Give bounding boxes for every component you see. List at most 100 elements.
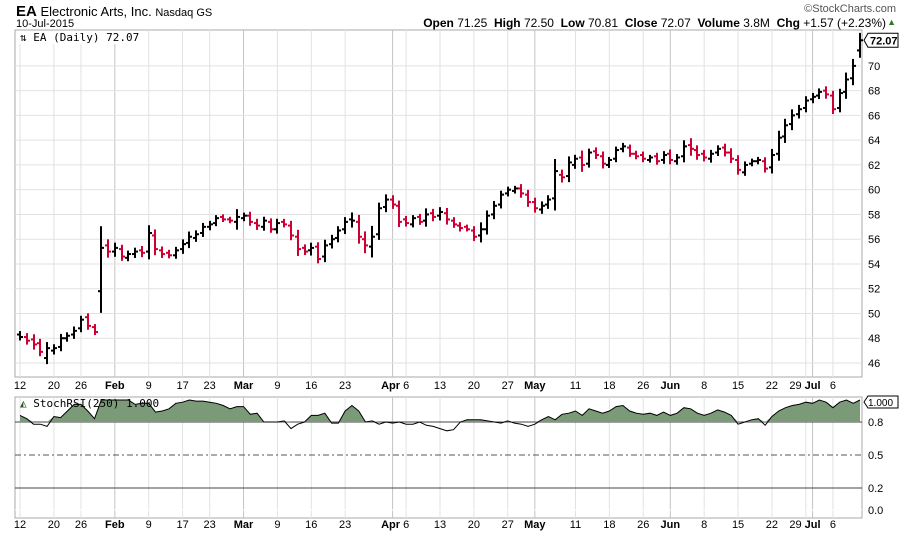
x-tick-label: 23 bbox=[339, 519, 351, 531]
x-tick-label: Jun bbox=[661, 380, 681, 392]
x-tick-label: 20 bbox=[48, 380, 60, 392]
ohlc-bar bbox=[159, 246, 165, 258]
x-tick-label: 23 bbox=[204, 380, 216, 392]
ohlc-bar bbox=[843, 72, 849, 99]
ohlc-bar bbox=[152, 229, 158, 256]
x-tick-label: 15 bbox=[732, 519, 744, 531]
x-tick-label: Feb bbox=[105, 380, 125, 392]
y-tick-label: 66 bbox=[868, 110, 880, 122]
ohlc-bar bbox=[715, 145, 721, 157]
ohlc-bar bbox=[295, 229, 301, 257]
rsi-tick-label: 0.2 bbox=[868, 483, 883, 495]
ohlc-bar bbox=[396, 200, 402, 228]
ohlc-bar bbox=[288, 220, 294, 241]
ohlc-bar bbox=[342, 217, 348, 235]
ohlc-bar bbox=[464, 224, 470, 232]
ohlc-bar bbox=[362, 231, 368, 254]
ohlc-bar bbox=[335, 226, 341, 243]
ohlc-bar bbox=[484, 210, 490, 235]
ohlc-bar bbox=[105, 239, 111, 258]
ohlc-bar bbox=[776, 130, 782, 161]
y-tick-label: 58 bbox=[868, 209, 880, 221]
y-tick-label: 62 bbox=[868, 160, 880, 172]
x-tick-label: 8 bbox=[701, 519, 707, 531]
chart-header-title: EA Electronic Arts, Inc. Nasdaq GS bbox=[16, 3, 212, 20]
ohlc-bar bbox=[234, 209, 240, 230]
ohlc-bar bbox=[132, 247, 138, 258]
ohlc-bar bbox=[274, 218, 280, 234]
x-tick-label: 12 bbox=[14, 380, 26, 392]
y-tick-label: 70 bbox=[868, 61, 880, 73]
y-tick-label: 64 bbox=[868, 135, 880, 147]
ohlc-bar bbox=[247, 211, 253, 226]
x-tick-label: Apr bbox=[381, 380, 401, 392]
x-tick-label: 16 bbox=[305, 380, 317, 392]
rsi-last-label: 1.000 bbox=[868, 398, 893, 409]
x-tick-label: 26 bbox=[637, 380, 649, 392]
x-tick-label: 20 bbox=[48, 519, 60, 531]
ohlc-bar bbox=[173, 246, 179, 259]
ohlc-bar bbox=[640, 151, 646, 163]
ohlc-bar bbox=[37, 338, 43, 357]
ohlc-bar bbox=[390, 195, 396, 209]
x-tick-label: Jun bbox=[661, 519, 681, 531]
ohlc-bar bbox=[782, 118, 788, 143]
x-tick-label: 23 bbox=[339, 380, 351, 392]
x-tick-label: May bbox=[524, 519, 546, 531]
x-tick-label: 17 bbox=[176, 519, 188, 531]
ohlc-bar bbox=[545, 195, 551, 209]
ohlc-bar bbox=[518, 184, 524, 198]
ohlc-bar bbox=[708, 149, 714, 163]
x-tick-label: 20 bbox=[468, 380, 480, 392]
ohlc-bar bbox=[403, 215, 409, 227]
quote-summary: Open 71.25 High 72.50 Low 70.81 Close 72… bbox=[423, 16, 886, 30]
company-name: Electronic Arts, Inc. bbox=[40, 4, 152, 19]
x-tick-label: Mar bbox=[234, 519, 254, 531]
ohlc-bar bbox=[281, 218, 287, 228]
ohlc-bar bbox=[78, 315, 84, 333]
ohlc-bar bbox=[308, 242, 314, 256]
y-tick-label: 48 bbox=[868, 333, 880, 345]
ohlc-bar bbox=[146, 225, 152, 260]
volume-value: 3.8M bbox=[743, 16, 770, 30]
ohlc-bar bbox=[451, 217, 457, 228]
ohlc-bar bbox=[647, 154, 653, 163]
ohlc-bar bbox=[302, 244, 308, 256]
ohlc-bar bbox=[92, 324, 98, 336]
ohlc-bar bbox=[423, 208, 429, 227]
x-tick-label: 26 bbox=[75, 519, 87, 531]
x-tick-label: 13 bbox=[434, 519, 446, 531]
ohlc-bar bbox=[64, 332, 70, 342]
ohlc-bar bbox=[674, 154, 680, 165]
ohlc-bar bbox=[762, 157, 768, 173]
x-tick-label: 18 bbox=[603, 380, 615, 392]
x-tick-label: 15 bbox=[732, 380, 744, 392]
x-tick-label: 27 bbox=[502, 519, 514, 531]
ohlc-bar bbox=[471, 226, 477, 242]
volume-label: Volume bbox=[697, 16, 740, 30]
ohlc-bar bbox=[44, 342, 50, 365]
ohlc-bar bbox=[261, 216, 267, 231]
x-tick-label: Feb bbox=[105, 519, 125, 531]
x-tick-label: 18 bbox=[603, 519, 615, 531]
rsi-line bbox=[19, 399, 861, 432]
close-value: 72.07 bbox=[660, 16, 691, 30]
ohlc-bar bbox=[220, 214, 226, 222]
x-tick-label: 26 bbox=[637, 519, 649, 531]
ohlc-bar bbox=[532, 197, 538, 213]
x-tick-label: 29 bbox=[789, 380, 801, 392]
ohlc-bar bbox=[268, 218, 274, 233]
ohlc-bar bbox=[410, 215, 416, 228]
ohlc-bar bbox=[478, 222, 484, 243]
ohlc-bar bbox=[728, 148, 734, 164]
ohlc-bar bbox=[701, 149, 707, 162]
price-panel bbox=[14, 29, 863, 378]
ohlc-bar bbox=[58, 333, 64, 352]
ohlc-bar bbox=[213, 215, 219, 227]
ohlc-bar-icon: ⇅ bbox=[20, 31, 27, 44]
ohlc-bar bbox=[417, 213, 423, 225]
y-tick-label: 60 bbox=[868, 185, 880, 197]
ohlc-bar bbox=[857, 32, 863, 58]
ohlc-bar bbox=[356, 214, 362, 244]
